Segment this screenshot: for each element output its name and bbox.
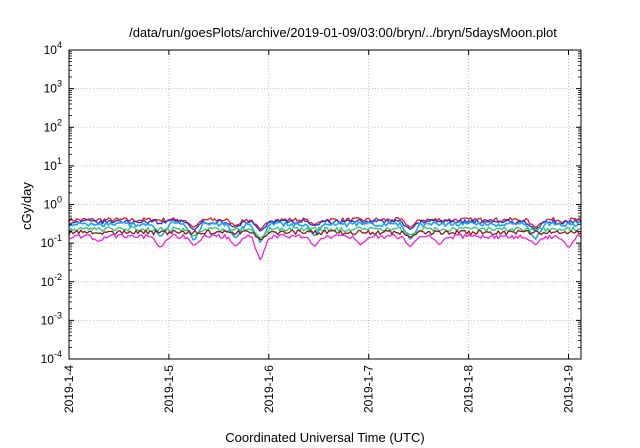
y-tick-label: 101 [44, 156, 62, 173]
series-line [68, 218, 582, 232]
x-tick-label: 2019-1-6 [262, 365, 276, 413]
x-tick-label: 2019-1-7 [362, 365, 376, 413]
x-tick-label: 2019-1-8 [462, 365, 476, 413]
y-tick-label: 10-2 [41, 272, 62, 289]
y-axis-label: cGy/day [19, 182, 34, 230]
x-tick-label: 2019-1-9 [562, 365, 576, 413]
y-tick-label: 102 [44, 117, 62, 134]
y-tick-label: 10-4 [41, 349, 62, 366]
y-tick-label: 100 [44, 195, 62, 212]
series-line [68, 233, 582, 261]
series-lines [68, 217, 582, 261]
x-axis: 2019-1-4 2019-1-5 2019-1-6 2019-1-7 2019-1-8… [62, 50, 576, 413]
y-tick-label: 10-3 [41, 310, 62, 327]
chart-title: /data/run/goesPlots/archive/2019-01-09/0… [129, 25, 557, 40]
series-line [68, 221, 582, 243]
grid [69, 50, 581, 359]
series-line [68, 226, 581, 239]
y-tick-label: 10-1 [41, 233, 62, 250]
x-tick-label: 2019-1-5 [162, 365, 176, 413]
x-tick-label: 2019-1-4 [62, 365, 76, 413]
y-tick-label: 104 [44, 40, 62, 57]
y-tick-label: 103 [44, 79, 62, 96]
y-axis: 10-4 10-3 10-2 10-1 100 101 102 103 104 [41, 40, 581, 366]
x-axis-label: Coordinated Universal Time (UTC) [225, 430, 424, 445]
series-line [68, 229, 582, 241]
